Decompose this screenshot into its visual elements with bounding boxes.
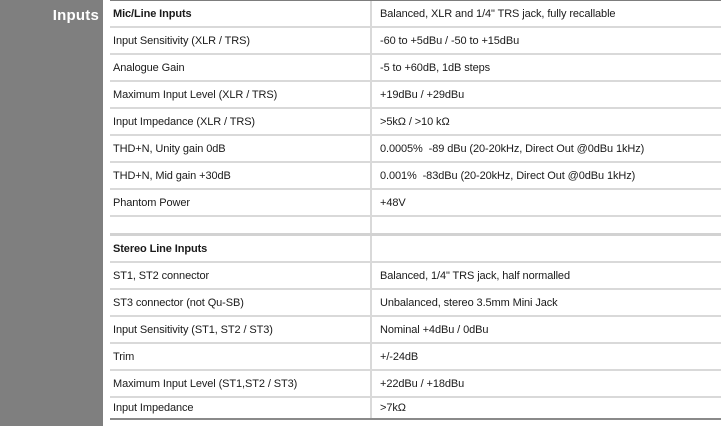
table-row: Input Impedance (XLR / TRS) >5kΩ / >10 k…: [110, 109, 721, 136]
spec-label-cell: Maximum Input Level (XLR / TRS): [113, 88, 278, 101]
spec-value-cell: >7kΩ: [370, 398, 721, 418]
table-row: ST1, ST2 connector Balanced, 1/4" TRS ja…: [110, 263, 721, 290]
spec-label-cell: Trim: [113, 350, 135, 363]
spec-value-cell: 0.001% -83dBu (20-20kHz, Direct Out @0dB…: [370, 163, 721, 188]
spec-label-cell: Stereo Line Inputs: [113, 242, 208, 255]
spec-value-cell: +48V: [370, 190, 721, 215]
spec-value-cell: >5kΩ / >10 kΩ: [370, 109, 721, 134]
table-row: Input Sensitivity (ST1, ST2 / ST3) Nomin…: [110, 317, 721, 344]
table-row: Stereo Line Inputs: [110, 236, 721, 263]
table-row: ST3 connector (not Qu-SB) Unbalanced, st…: [110, 290, 721, 317]
spec-label-cell: Analogue Gain: [113, 61, 185, 74]
table-row: [110, 217, 721, 236]
spec-label-cell: Input Impedance: [113, 402, 194, 414]
spec-value-cell: Unbalanced, stereo 3.5mm Mini Jack: [370, 290, 721, 315]
table-row: Analogue Gain -5 to +60dB, 1dB steps: [110, 55, 721, 82]
spec-label-cell: Input Sensitivity (ST1, ST2 / ST3): [113, 323, 273, 336]
spec-value-cell: [370, 217, 721, 233]
table-row: Mic/Line Inputs Balanced, XLR and 1/4" T…: [110, 1, 721, 28]
spec-value-cell: -60 to +5dBu / -50 to +15dBu: [370, 28, 721, 53]
spec-label-cell: Input Impedance (XLR / TRS): [113, 115, 255, 128]
table-row: Input Sensitivity (XLR / TRS) -60 to +5d…: [110, 28, 721, 55]
table-row: Input Impedance >7kΩ: [110, 398, 721, 420]
table-row: THD+N, Mid gain +30dB 0.001% -83dBu (20-…: [110, 163, 721, 190]
spec-value-cell: Balanced, 1/4" TRS jack, half normalled: [370, 263, 721, 288]
table-row: Maximum Input Level (XLR / TRS) +19dBu /…: [110, 82, 721, 109]
spec-label-cell: Input Sensitivity (XLR / TRS): [113, 34, 250, 47]
section-sidebar: Inputs: [0, 0, 103, 426]
spec-value-cell: +22dBu / +18dBu: [370, 371, 721, 396]
spec-label-cell: THD+N, Unity gain 0dB: [113, 142, 226, 155]
table-row: Maximum Input Level (ST1,ST2 / ST3) +22d…: [110, 371, 721, 398]
spec-label-cell: Mic/Line Inputs: [113, 7, 192, 20]
spec-label-cell: ST1, ST2 connector: [113, 269, 210, 282]
spec-label-cell: Phantom Power: [113, 196, 190, 209]
spec-value-cell: Nominal +4dBu / 0dBu: [370, 317, 721, 342]
spec-value-cell: -5 to +60dB, 1dB steps: [370, 55, 721, 80]
table-row: Trim +/-24dB: [110, 344, 721, 371]
spec-table: Mic/Line Inputs Balanced, XLR and 1/4" T…: [110, 0, 721, 420]
spec-label-cell: THD+N, Mid gain +30dB: [113, 169, 231, 182]
spec-value-cell: 0.0005% -89 dBu (20-20kHz, Direct Out @0…: [370, 136, 721, 161]
spec-value-cell: [370, 236, 721, 261]
spec-label-cell: ST3 connector (not Qu-SB): [113, 296, 244, 309]
spec-label-cell: [110, 217, 370, 233]
spec-value-cell: +/-24dB: [370, 344, 721, 369]
table-row: Phantom Power +48V: [110, 190, 721, 217]
table-row: THD+N, Unity gain 0dB 0.0005% -89 dBu (2…: [110, 136, 721, 163]
section-title: Inputs: [52, 7, 99, 24]
spec-value-cell: +19dBu / +29dBu: [370, 82, 721, 107]
spec-value-cell: Balanced, XLR and 1/4" TRS jack, fully r…: [370, 1, 721, 26]
spec-label-cell: Maximum Input Level (ST1,ST2 / ST3): [113, 377, 298, 390]
